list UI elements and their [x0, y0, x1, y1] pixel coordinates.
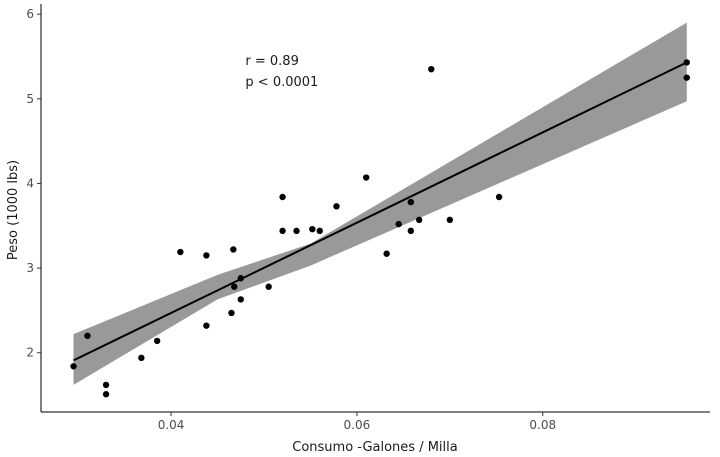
data-point: [495, 193, 503, 201]
data-point: [293, 227, 300, 235]
y-tick-label: 5: [26, 92, 34, 106]
data-point: [383, 250, 390, 257]
data-point: [309, 225, 316, 233]
data-point: [84, 332, 91, 340]
data-point: [153, 337, 161, 345]
data-point: [102, 391, 110, 398]
data-point: [407, 227, 415, 235]
data-point: [138, 354, 145, 362]
data-point: [102, 381, 110, 389]
data-point: [237, 296, 244, 303]
annotation-r: r = 0.89: [245, 54, 298, 69]
data-point: [177, 248, 184, 256]
axes: 0.04 0.06 0.08 2 3 4 5 6: [26, 4, 710, 432]
annotation: r = 0.89 p < 0.0001: [245, 54, 318, 90]
data-point: [428, 65, 435, 73]
regression-line: [73, 61, 688, 362]
y-tick-label: 6: [26, 7, 34, 21]
x-tick-label: 0.04: [158, 418, 185, 432]
data-point: [395, 220, 402, 228]
data-point: [363, 174, 370, 181]
data-point: [316, 227, 323, 235]
x-tick-label: 0.08: [529, 418, 556, 432]
y-tick-label: 3: [26, 261, 34, 275]
x-axis-title: Consumo -Galones / Milla: [292, 440, 457, 455]
confidence-band: [73, 22, 687, 385]
data-point: [279, 193, 286, 201]
data-points-layer: [70, 59, 690, 398]
data-point: [231, 283, 238, 290]
data-point: [70, 363, 77, 370]
data-point: [228, 309, 235, 317]
y-axis-title: Peso (1000 lbs): [6, 160, 21, 260]
data-point: [237, 275, 244, 282]
data-point: [230, 246, 237, 253]
data-point: [203, 252, 210, 259]
data-point: [333, 203, 340, 210]
confidence-band-layer: [73, 22, 687, 385]
data-point: [203, 322, 210, 329]
x-tick-label: 0.06: [344, 418, 371, 432]
data-point: [415, 216, 423, 224]
data-point: [279, 227, 286, 235]
y-tick-label: 2: [26, 346, 34, 360]
data-point: [446, 216, 454, 224]
y-tick-label: 4: [26, 176, 34, 190]
data-point: [407, 198, 415, 206]
data-point: [265, 283, 272, 290]
data-point: [683, 74, 690, 81]
annotation-p: p < 0.0001: [245, 75, 318, 90]
regression-line-layer: [73, 61, 688, 362]
data-point: [683, 59, 690, 66]
